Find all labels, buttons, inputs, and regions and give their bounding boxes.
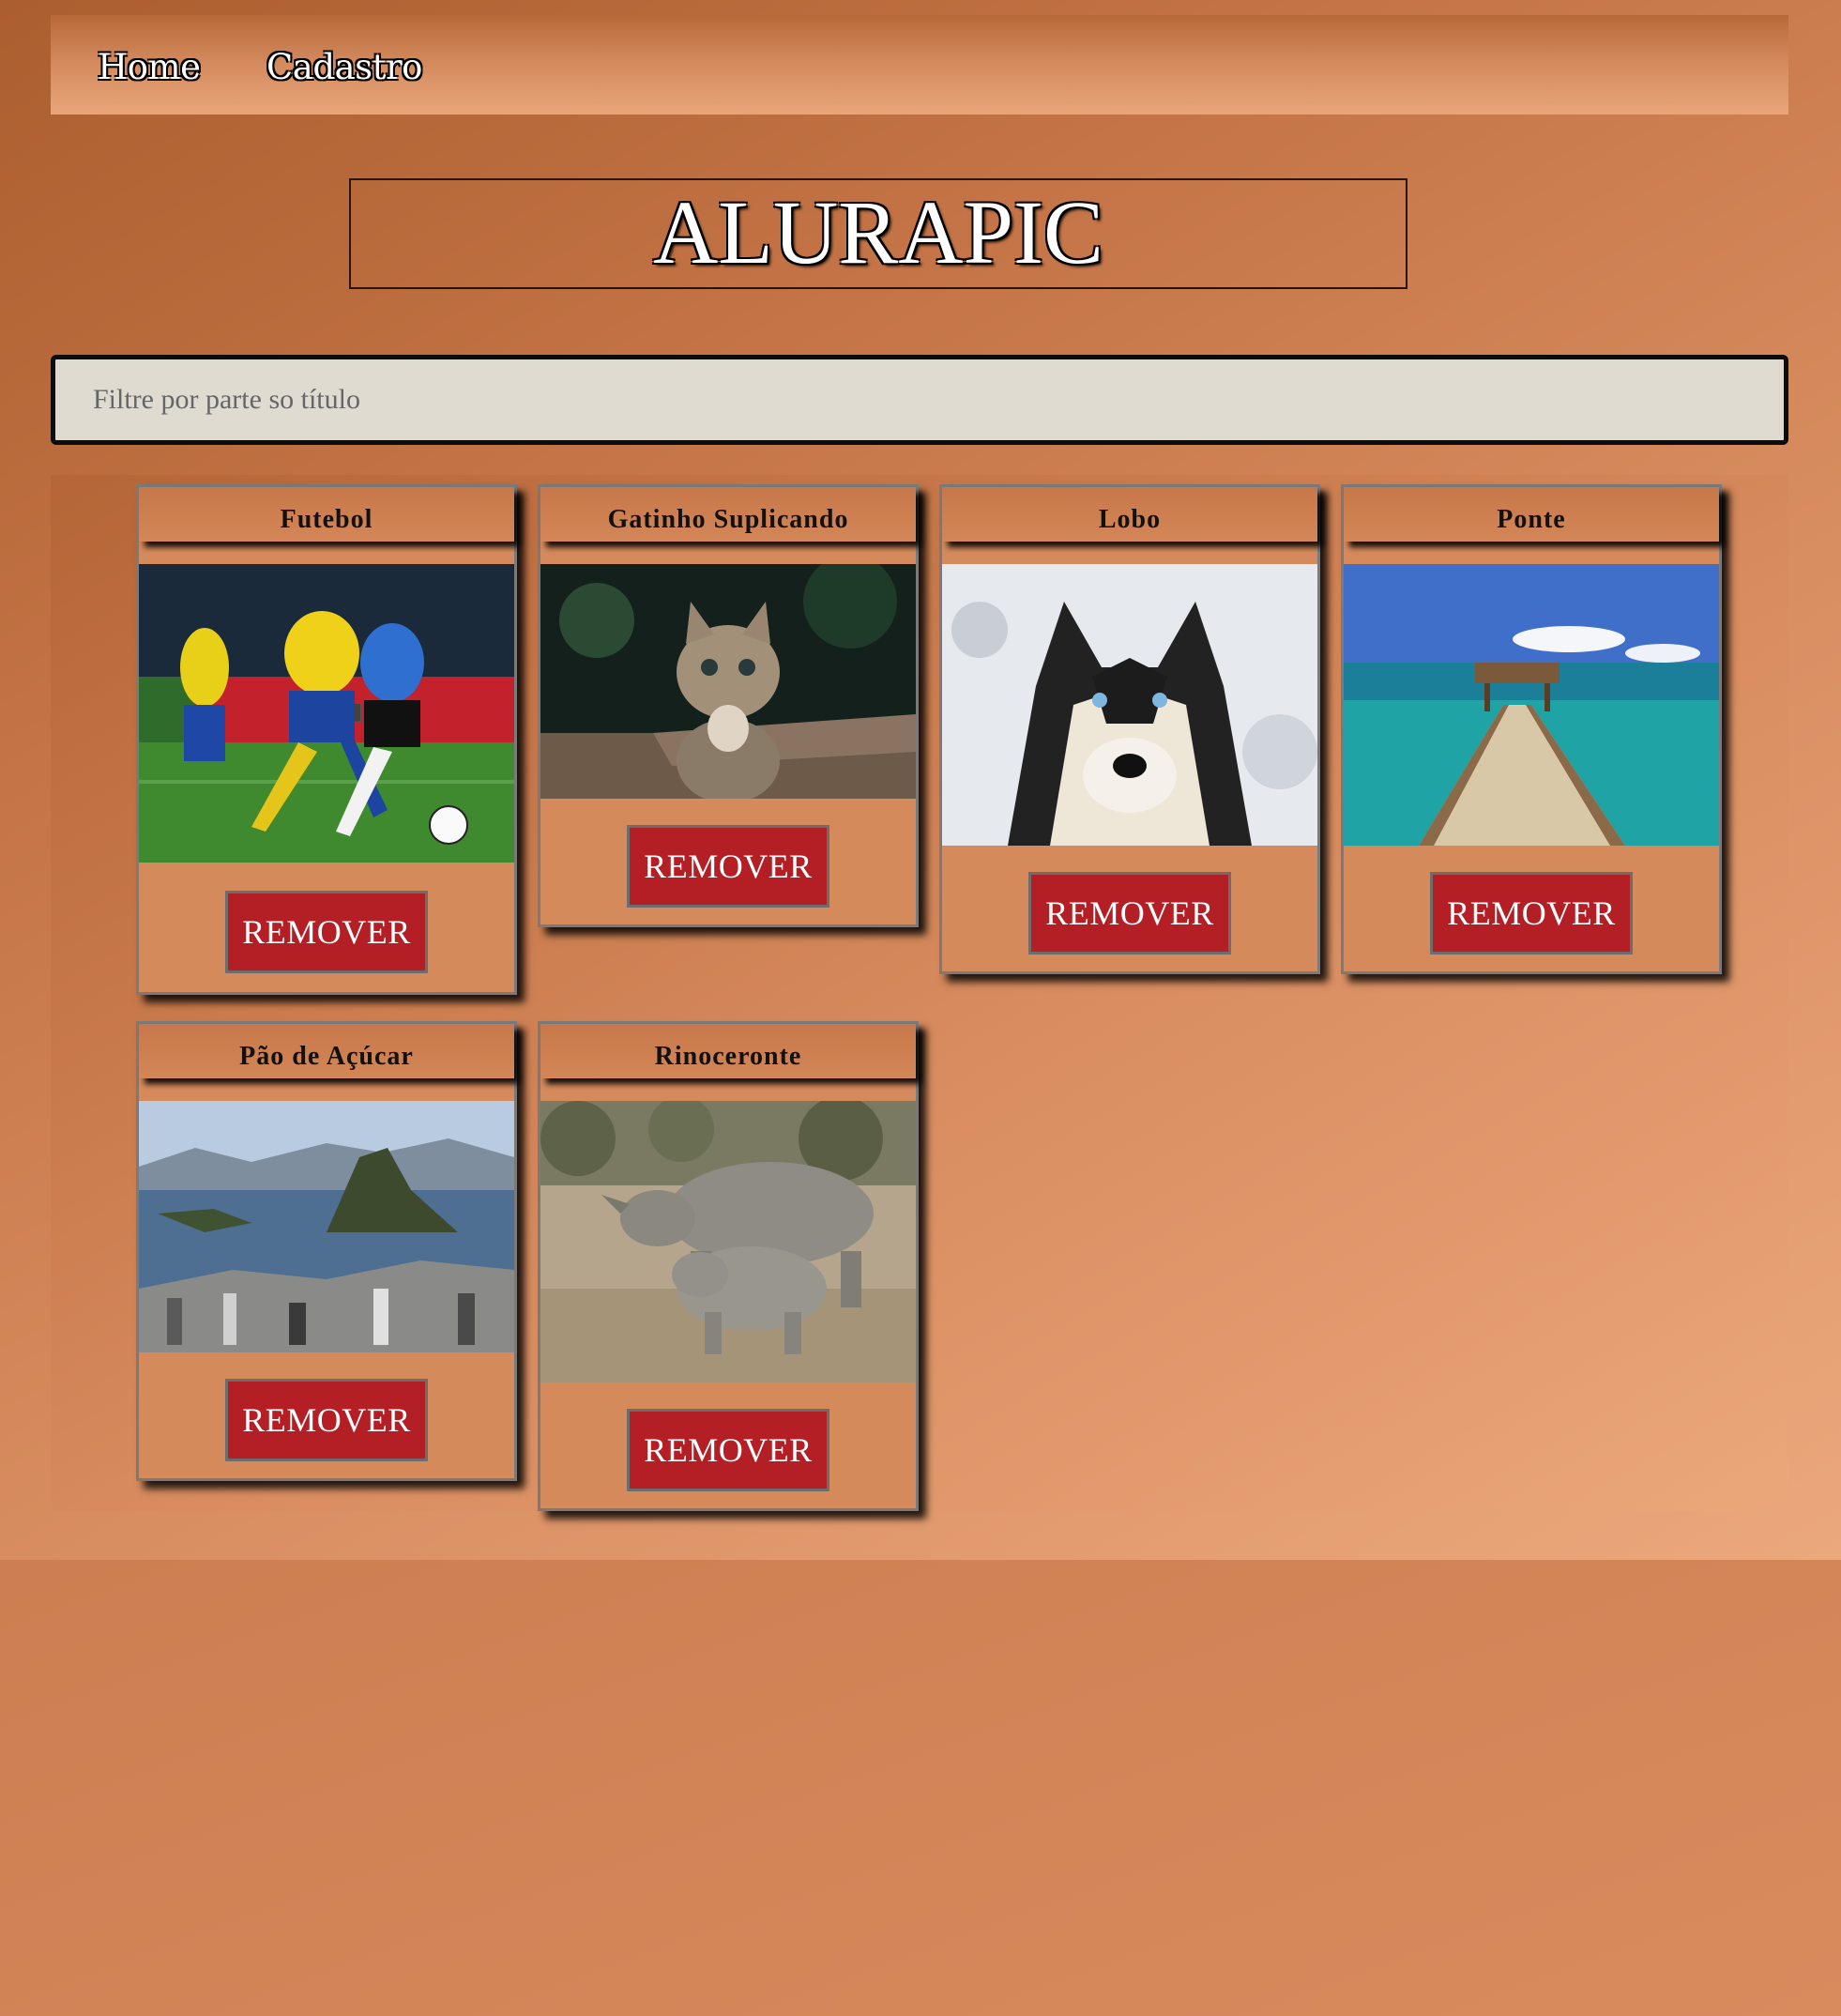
- filter-input[interactable]: [51, 355, 1788, 445]
- photo-title: Ponte: [1344, 487, 1719, 542]
- photo-card: Gatinho Suplicando REMOVER: [538, 484, 919, 927]
- photo-rinoceronte: [540, 1101, 916, 1382]
- remove-button[interactable]: REMOVER: [1028, 872, 1231, 955]
- remove-button[interactable]: REMOVER: [225, 1379, 428, 1461]
- page-title-box: ALURAPIC: [349, 178, 1407, 289]
- photo-lobo: [942, 564, 1317, 846]
- nav-link-cadastro[interactable]: Cadastro: [266, 47, 422, 87]
- remove-button[interactable]: REMOVER: [627, 1409, 829, 1491]
- photo-title: Pão de Açúcar: [139, 1024, 514, 1078]
- card-actions: REMOVER: [139, 1352, 514, 1478]
- card-actions: REMOVER: [540, 1382, 916, 1508]
- photo-title: Gatinho Suplicando: [540, 487, 916, 542]
- photo-card: Ponte REMOVER: [1341, 484, 1722, 974]
- card-actions: REMOVER: [942, 846, 1317, 971]
- photo-futebol: ⬛⬛⬛: [139, 564, 514, 863]
- card-actions: REMOVER: [540, 799, 916, 924]
- remove-button[interactable]: REMOVER: [627, 825, 829, 908]
- photo-title: Lobo: [942, 487, 1317, 542]
- photo-pao-de-acucar: [139, 1101, 514, 1352]
- app-background: Home Cadastro ALURAPIC Futebol ⬛⬛⬛: [0, 0, 1841, 1560]
- photo-title: Futebol: [139, 487, 514, 542]
- card-actions: REMOVER: [1344, 846, 1719, 971]
- photo-gatinho-suplicando: [540, 564, 916, 799]
- card-actions: REMOVER: [139, 863, 514, 992]
- photo-card: Pão de Açúcar REMOVER: [136, 1021, 517, 1481]
- photo-ponte: [1344, 564, 1719, 846]
- remove-button[interactable]: REMOVER: [1430, 872, 1633, 955]
- photo-card: Lobo REMOVER: [939, 484, 1320, 974]
- photo-card: Futebol ⬛⬛⬛ REMOVER: [136, 484, 517, 995]
- page-title: ALURAPIC: [652, 182, 1104, 283]
- remove-button[interactable]: REMOVER: [225, 891, 428, 973]
- nav-link-home[interactable]: Home: [98, 47, 201, 87]
- photo-title: Rinoceronte: [540, 1024, 916, 1078]
- navbar: Home Cadastro: [51, 15, 1788, 115]
- photo-card: Rinoceronte REMOVER: [538, 1021, 919, 1511]
